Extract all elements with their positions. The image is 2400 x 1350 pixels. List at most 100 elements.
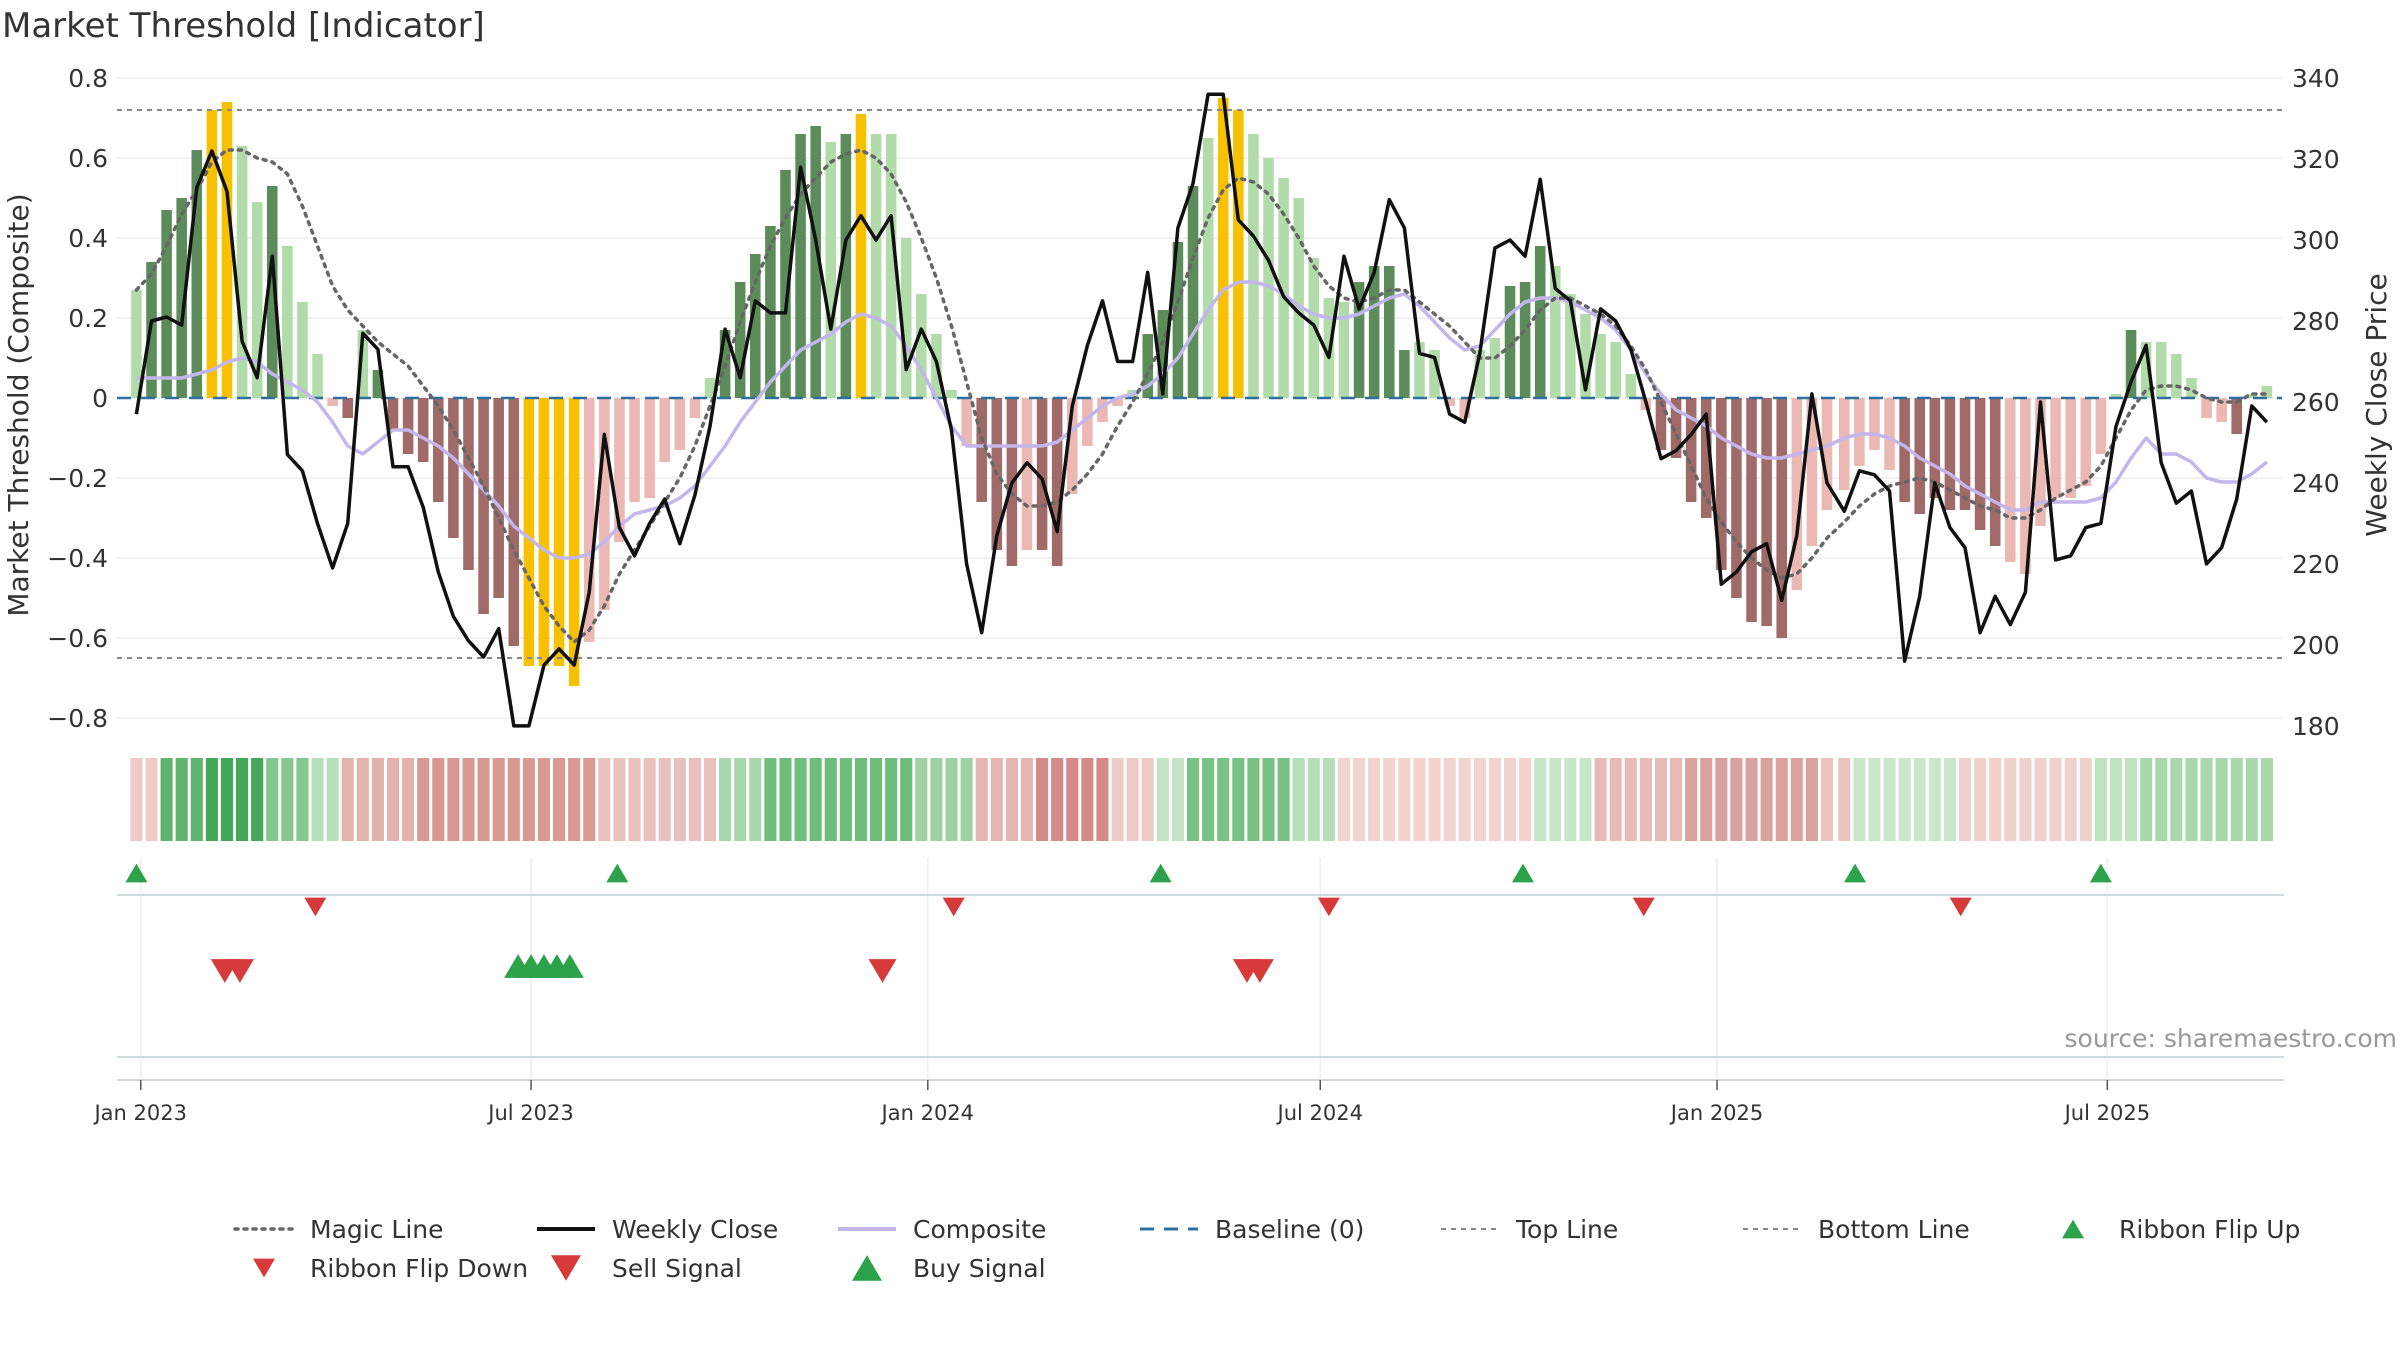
composite-bar	[2171, 354, 2182, 398]
ribbon-cell	[386, 758, 400, 841]
ribbon-band	[130, 758, 2273, 841]
ribbon-cell	[900, 758, 913, 841]
legend-label: Composite	[913, 1215, 1046, 1244]
source-label: source: sharemaestro.com	[2065, 1024, 2398, 1053]
ribbon-cell	[1005, 758, 1018, 841]
ribbon-cell	[794, 758, 807, 841]
ribbon-cell	[1805, 758, 1818, 841]
composite-bar	[1869, 398, 1880, 450]
ribbon-cell	[371, 758, 384, 841]
composite-bar	[206, 110, 218, 398]
ribbon-cell	[1730, 758, 1743, 841]
composite-bar	[599, 398, 610, 610]
composite-bar	[1761, 398, 1772, 626]
ribbon-cell	[1217, 758, 1230, 841]
y-tick-left: −0.6	[47, 624, 108, 653]
composite-bar	[1821, 398, 1833, 510]
ribbon-cell	[839, 758, 852, 841]
ribbon-cell	[2109, 758, 2123, 841]
ribbon-cell	[854, 758, 867, 841]
composite-bar	[433, 398, 444, 502]
ribbon-cell	[553, 758, 566, 841]
y-tick-left: 0.6	[68, 144, 108, 173]
ribbon-cell	[2079, 758, 2092, 841]
composite-bar	[1368, 266, 1380, 398]
ribbon-cell	[1820, 758, 1834, 841]
legend-swatch	[253, 1258, 275, 1278]
composite-bar	[1989, 398, 2001, 546]
composite-bar	[2050, 398, 2061, 498]
composite-bar	[1474, 350, 1486, 398]
composite-bar	[1172, 242, 1184, 398]
ribbon-cell	[1156, 758, 1169, 841]
ribbon-flip-down-marker	[1632, 897, 1655, 917]
ribbon-flip-up-marker	[1844, 863, 1867, 883]
y-tick-left: −0.8	[47, 704, 108, 733]
ribbon-cell	[2094, 758, 2107, 841]
ribbon-cell	[145, 758, 158, 841]
ribbon-flip-up-marker	[2089, 863, 2112, 883]
legend: Magic Line Weekly Close Composite Baseline …	[233, 1215, 2300, 1283]
x-tick-label: Jul 2024	[1276, 1101, 1363, 1125]
composite-bar	[704, 378, 716, 398]
ribbon-cell	[960, 758, 973, 841]
ribbon-cell	[2155, 758, 2168, 841]
legend-label: Ribbon Flip Down	[310, 1254, 528, 1283]
ribbon-cell	[402, 758, 415, 841]
composite-bar	[750, 254, 761, 398]
composite-bar	[2155, 342, 2167, 398]
composite-bar	[1353, 282, 1365, 398]
composite-bar	[2110, 394, 2122, 398]
composite-bar	[1580, 314, 1591, 398]
y-tick-left: 0.4	[68, 224, 108, 253]
ribbon-cell	[2170, 758, 2183, 841]
composite-bar	[553, 398, 565, 666]
composite-bar	[357, 330, 369, 398]
ribbon-flip-up-marker	[1511, 863, 1534, 883]
ribbon-flip-down-marker	[1949, 897, 1972, 917]
composite-bar	[810, 126, 821, 398]
ribbon-cell	[1898, 758, 1911, 841]
ribbon-cell	[537, 758, 551, 841]
ribbon-cell	[2140, 758, 2153, 841]
ribbon-cell	[1503, 758, 1517, 841]
ribbon-cell	[1928, 758, 1941, 841]
composite-bar	[463, 398, 474, 570]
composite-bar	[674, 398, 686, 450]
ribbon-cell	[1868, 758, 1881, 841]
composite-bar	[976, 398, 987, 502]
composite-bar	[644, 398, 655, 498]
composite-bar	[161, 210, 172, 398]
ribbon-cell	[824, 758, 837, 841]
legend-label: Buy Signal	[913, 1254, 1046, 1283]
x-tick-label: Jan 2023	[92, 1101, 187, 1125]
ribbon-cell	[703, 758, 717, 841]
composite-bar	[1716, 398, 1727, 570]
buy-signal-marker	[555, 954, 584, 978]
ribbon-cell	[1989, 758, 2002, 841]
composite-bar	[1625, 374, 1637, 398]
ribbon-cell	[1171, 758, 1184, 841]
reference-lines	[117, 109, 2282, 659]
ribbon-cell	[1534, 758, 1547, 841]
composite-bar	[2035, 398, 2046, 526]
ribbon-cell	[205, 758, 218, 841]
composite-bar	[1655, 398, 1667, 450]
ribbon-cell	[764, 758, 777, 841]
sell-signal-marker	[225, 959, 254, 983]
ribbon-cell	[749, 758, 762, 841]
composite-bar	[297, 302, 308, 398]
ribbon-cell	[311, 758, 324, 841]
ribbon-flip-down-marker	[1317, 897, 1340, 917]
ribbon-cell	[1488, 758, 1501, 841]
composite-bar	[523, 398, 535, 666]
composite-bar	[1731, 398, 1742, 598]
composite-bar	[583, 398, 595, 642]
ribbon-flip-up-marker	[125, 863, 148, 883]
legend-swatch	[551, 1255, 581, 1281]
ribbon-cell	[1036, 758, 1049, 841]
composite-bar	[885, 134, 897, 398]
ribbon-cell	[1958, 758, 1972, 841]
ribbon-cell	[1186, 758, 1200, 841]
